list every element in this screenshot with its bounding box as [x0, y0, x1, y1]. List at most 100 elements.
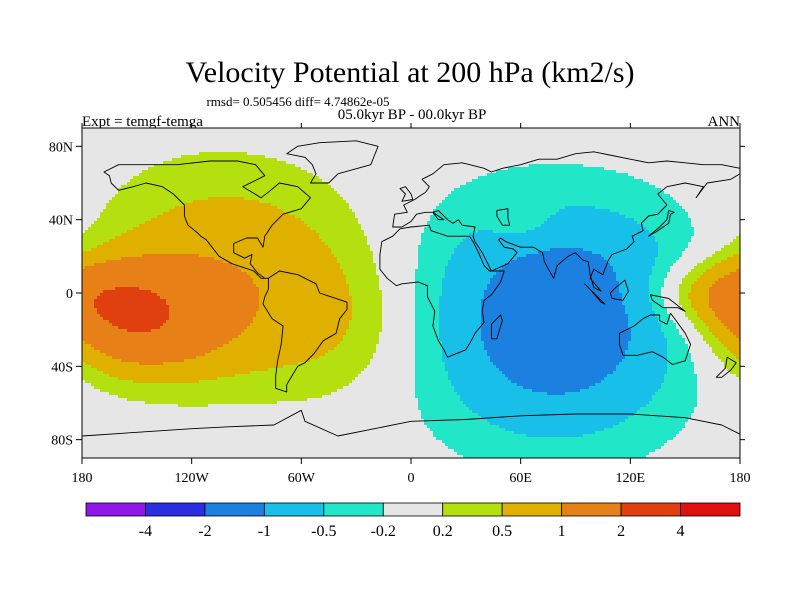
contour-cell [499, 149, 503, 153]
contour-cell [412, 143, 416, 147]
contour-cell [709, 131, 713, 135]
contour-cell [112, 137, 116, 141]
contour-cell [289, 140, 293, 144]
contour-cell [649, 143, 653, 147]
contour-cell [484, 161, 488, 165]
contour-cell [514, 179, 518, 183]
contour-cell [151, 179, 155, 183]
contour-cell [427, 188, 431, 192]
contour-cell [304, 137, 308, 141]
contour-cell [205, 185, 209, 189]
contour-cell [346, 173, 350, 177]
contour-cell [208, 188, 212, 192]
contour-cell [259, 182, 263, 186]
contour-cell [532, 152, 536, 156]
contour-cell [466, 185, 470, 189]
contour-cell [676, 131, 680, 135]
contour-cell [136, 167, 140, 171]
contour-cell [259, 146, 263, 150]
contour-cell [397, 194, 401, 198]
contour-cell [340, 164, 344, 168]
contour-cell [442, 164, 446, 168]
contour-cell [517, 146, 521, 150]
contour-cell [244, 185, 248, 189]
contour-cell [151, 167, 155, 171]
contour-cell [703, 179, 707, 183]
contour-cell [274, 128, 278, 132]
contour-cell [613, 167, 617, 171]
contour-cell [400, 134, 404, 138]
contour-cell [205, 128, 209, 132]
contour-cell [151, 170, 155, 174]
contour-cell [595, 143, 599, 147]
contour-cell [196, 182, 200, 186]
contour-cell [658, 140, 662, 144]
contour-cell [364, 140, 368, 144]
contour-cell [121, 149, 125, 153]
contour-cell [643, 155, 647, 159]
contour-cell [610, 161, 614, 165]
contour-cell [553, 167, 557, 171]
contour-cell [475, 194, 479, 198]
contour-cell [226, 131, 230, 135]
contour-cell [361, 167, 365, 171]
contour-cell [109, 146, 113, 150]
contour-cell [628, 188, 632, 192]
contour-cell [334, 170, 338, 174]
contour-cell [253, 173, 257, 177]
contour-cell [712, 146, 716, 150]
contour-cell [337, 194, 341, 198]
contour-cell [646, 185, 650, 189]
contour-cell [733, 149, 737, 153]
contour-cell [361, 176, 365, 180]
contour-cell [700, 143, 704, 147]
contour-cell [247, 134, 251, 138]
contour-cell [457, 167, 461, 171]
contour-cell [232, 182, 236, 186]
contour-cell [664, 164, 668, 168]
contour-cell [628, 146, 632, 150]
contour-cell [499, 137, 503, 141]
contour-cell [361, 131, 365, 135]
contour-cell [229, 134, 233, 138]
contour-cell [640, 128, 644, 132]
contour-cell [175, 146, 179, 150]
contour-cell [292, 176, 296, 180]
contour-cell [166, 131, 170, 135]
contour-cell [571, 164, 575, 168]
contour-cell [661, 140, 665, 144]
contour-cell [568, 191, 572, 195]
contour-cell [421, 128, 425, 132]
contour-cell [490, 188, 494, 192]
contour-cell [319, 155, 323, 159]
contour-cell [94, 134, 98, 138]
contour-cell [409, 131, 413, 135]
contour-cell [694, 140, 698, 144]
contour-cell [631, 176, 635, 180]
contour-cell [412, 173, 416, 177]
contour-cell [619, 158, 623, 162]
contour-cell [313, 158, 317, 162]
contour-cell [616, 143, 620, 147]
contour-cell [247, 143, 251, 147]
contour-cell [517, 140, 521, 144]
contour-cell [355, 131, 359, 135]
contour-cell [601, 188, 605, 192]
contour-cell [217, 173, 221, 177]
contour-cell [310, 134, 314, 138]
contour-cell [421, 167, 425, 171]
contour-cell [331, 191, 335, 195]
contour-cell [259, 155, 263, 159]
contour-cell [505, 161, 509, 165]
contour-cell [571, 167, 575, 171]
contour-cell [382, 140, 386, 144]
contour-cell [244, 164, 248, 168]
contour-cell [673, 128, 677, 132]
contour-cell [298, 152, 302, 156]
contour-cell [286, 164, 290, 168]
contour-cell [487, 128, 491, 132]
contour-cell [517, 170, 521, 174]
contour-cell [352, 140, 356, 144]
contour-cell [676, 143, 680, 147]
contour-cell [448, 149, 452, 153]
